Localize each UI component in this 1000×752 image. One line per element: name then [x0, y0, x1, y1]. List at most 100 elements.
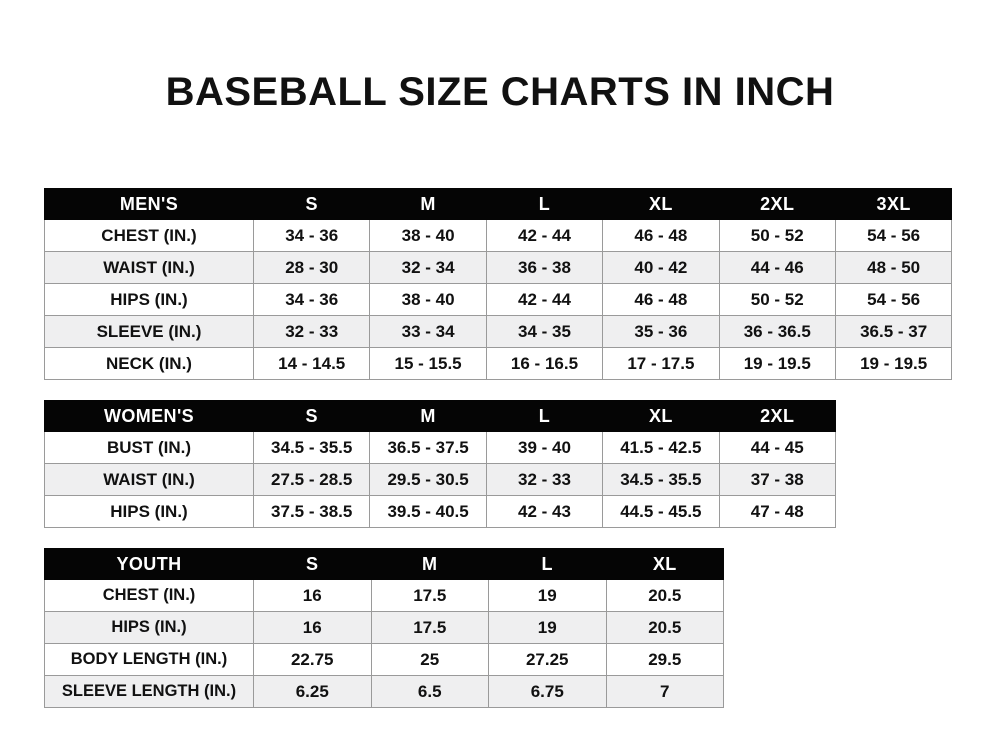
table-cell: 42 - 44 — [485, 283, 604, 316]
womens-column-header-m: M — [369, 400, 487, 432]
table-header-row: YOUTH S M L XL — [44, 548, 724, 580]
table-cell: 19 — [488, 611, 607, 644]
table-cell: 50 - 52 — [718, 219, 836, 252]
table-row: BUST (IN.) 34.5 - 35.5 36.5 - 37.5 39 - 40 4… — [44, 431, 836, 464]
table-cell: 36 - 38 — [485, 251, 604, 284]
mens-column-header-s: S — [252, 188, 371, 220]
table-cell: 34 - 36 — [252, 283, 371, 316]
table-cell: 34.5 - 35.5 — [602, 463, 720, 496]
table-cell: 44 - 46 — [718, 251, 836, 284]
youth-column-header-xl: XL — [605, 548, 724, 580]
table-row: BODY LENGTH (IN.) 22.75 25 27.25 29.5 — [44, 643, 724, 676]
table-cell: 48 - 50 — [834, 251, 953, 284]
table-cell: 36.5 - 37 — [834, 315, 953, 348]
table-cell: 29.5 — [605, 643, 724, 676]
table-cell: 42 - 43 — [485, 495, 604, 528]
table-cell: 7 — [605, 675, 724, 708]
mens-row-label: NECK (IN.) — [44, 347, 254, 380]
table-cell: 33 - 34 — [369, 315, 487, 348]
mens-column-header-l: L — [485, 188, 604, 220]
table-cell: 25 — [370, 643, 489, 676]
table-cell: 20.5 — [605, 611, 724, 644]
table-cell: 54 - 56 — [834, 283, 953, 316]
womens-size-table: WOMEN'S S M L XL 2XL BUST (IN.) 34.5 - 35.5 36.5… — [44, 400, 836, 528]
youth-header-label: YOUTH — [44, 548, 254, 580]
table-cell: 47 - 48 — [718, 495, 836, 528]
table-cell: 39.5 - 40.5 — [369, 495, 487, 528]
table-cell: 35 - 36 — [602, 315, 720, 348]
table-row: HIPS (IN.) 34 - 36 38 - 40 42 - 44 46 - 48 50… — [44, 283, 953, 316]
table-row: SLEEVE (IN.) 32 - 33 33 - 34 34 - 35 35 - 36… — [44, 315, 953, 348]
youth-row-label: CHEST (IN.) — [44, 579, 254, 612]
page-title: BASEBALL SIZE CHARTS IN INCH — [165, 70, 835, 114]
table-cell: 19 - 19.5 — [834, 347, 953, 380]
table-cell: 36 - 36.5 — [718, 315, 836, 348]
table-cell: 19 - 19.5 — [718, 347, 836, 380]
table-cell: 14 - 14.5 — [252, 347, 371, 380]
youth-column-header-m: M — [370, 548, 489, 580]
table-cell: 16 — [253, 579, 372, 612]
table-cell: 39 - 40 — [485, 431, 604, 464]
mens-header-label: MEN'S — [44, 188, 254, 220]
table-cell: 32 - 34 — [369, 251, 487, 284]
table-cell: 17.5 — [370, 611, 489, 644]
table-cell: 44 - 45 — [718, 431, 836, 464]
mens-column-header-m: M — [369, 188, 487, 220]
table-cell: 40 - 42 — [602, 251, 720, 284]
table-row: HIPS (IN.) 16 17.5 19 20.5 — [44, 611, 724, 644]
table-cell: 6.5 — [370, 675, 489, 708]
table-row: WAIST (IN.) 28 - 30 32 - 34 36 - 38 40 - 42 4… — [44, 251, 953, 284]
table-cell: 17.5 — [370, 579, 489, 612]
table-cell: 29.5 - 30.5 — [369, 463, 487, 496]
table-cell: 16 - 16.5 — [485, 347, 604, 380]
table-cell: 38 - 40 — [369, 219, 487, 252]
table-cell: 20.5 — [605, 579, 724, 612]
womens-header-label: WOMEN'S — [44, 400, 254, 432]
womens-column-header-xl: XL — [602, 400, 720, 432]
womens-column-header-s: S — [252, 400, 371, 432]
table-cell: 28 - 30 — [252, 251, 371, 284]
table-cell: 6.25 — [253, 675, 372, 708]
table-row: CHEST (IN.) 16 17.5 19 20.5 — [44, 579, 724, 612]
table-cell: 19 — [488, 579, 607, 612]
table-header-row: MEN'S S M L XL 2XL 3XL — [44, 188, 953, 220]
table-cell: 41.5 - 42.5 — [602, 431, 720, 464]
table-cell: 46 - 48 — [602, 283, 720, 316]
youth-row-label: BODY LENGTH (IN.) — [44, 643, 254, 676]
table-cell: 37 - 38 — [718, 463, 836, 496]
mens-column-header-2xl: 2XL — [718, 188, 836, 220]
table-row: WAIST (IN.) 27.5 - 28.5 29.5 - 30.5 32 - 33… — [44, 463, 836, 496]
mens-size-table: MEN'S S M L XL 2XL 3XL CHEST (IN.) 34 - 36 38 - 4… — [44, 188, 953, 380]
table-cell: 44.5 - 45.5 — [602, 495, 720, 528]
table-cell: 32 - 33 — [252, 315, 371, 348]
table-cell: 27.25 — [488, 643, 607, 676]
table-cell: 42 - 44 — [485, 219, 604, 252]
mens-row-label: SLEEVE (IN.) — [44, 315, 254, 348]
table-cell: 34 - 35 — [485, 315, 604, 348]
table-cell: 38 - 40 — [369, 283, 487, 316]
mens-row-label: CHEST (IN.) — [44, 219, 254, 252]
womens-row-label: WAIST (IN.) — [44, 463, 254, 496]
table-cell: 15 - 15.5 — [369, 347, 487, 380]
table-cell: 34.5 - 35.5 — [252, 431, 371, 464]
table-cell: 34 - 36 — [252, 219, 371, 252]
womens-column-header-2xl: 2XL — [718, 400, 836, 432]
mens-row-label: HIPS (IN.) — [44, 283, 254, 316]
table-header-row: WOMEN'S S M L XL 2XL — [44, 400, 836, 432]
table-row: CHEST (IN.) 34 - 36 38 - 40 42 - 44 46 - 48 5… — [44, 219, 953, 252]
womens-row-label: HIPS (IN.) — [44, 495, 254, 528]
womens-row-label: BUST (IN.) — [44, 431, 254, 464]
mens-column-header-3xl: 3XL — [834, 188, 953, 220]
youth-column-header-l: L — [488, 548, 607, 580]
table-cell: 36.5 - 37.5 — [369, 431, 487, 464]
mens-row-label: WAIST (IN.) — [44, 251, 254, 284]
table-row: SLEEVE LENGTH (IN.) 6.25 6.5 6.75 7 — [44, 675, 724, 708]
table-cell: 17 - 17.5 — [602, 347, 720, 380]
table-cell: 27.5 - 28.5 — [252, 463, 371, 496]
table-cell: 37.5 - 38.5 — [252, 495, 371, 528]
youth-row-label: SLEEVE LENGTH (IN.) — [44, 675, 254, 708]
table-cell: 54 - 56 — [834, 219, 953, 252]
mens-column-header-xl: XL — [602, 188, 720, 220]
table-row: HIPS (IN.) 37.5 - 38.5 39.5 - 40.5 42 - 43 4… — [44, 495, 836, 528]
table-cell: 22.75 — [253, 643, 372, 676]
